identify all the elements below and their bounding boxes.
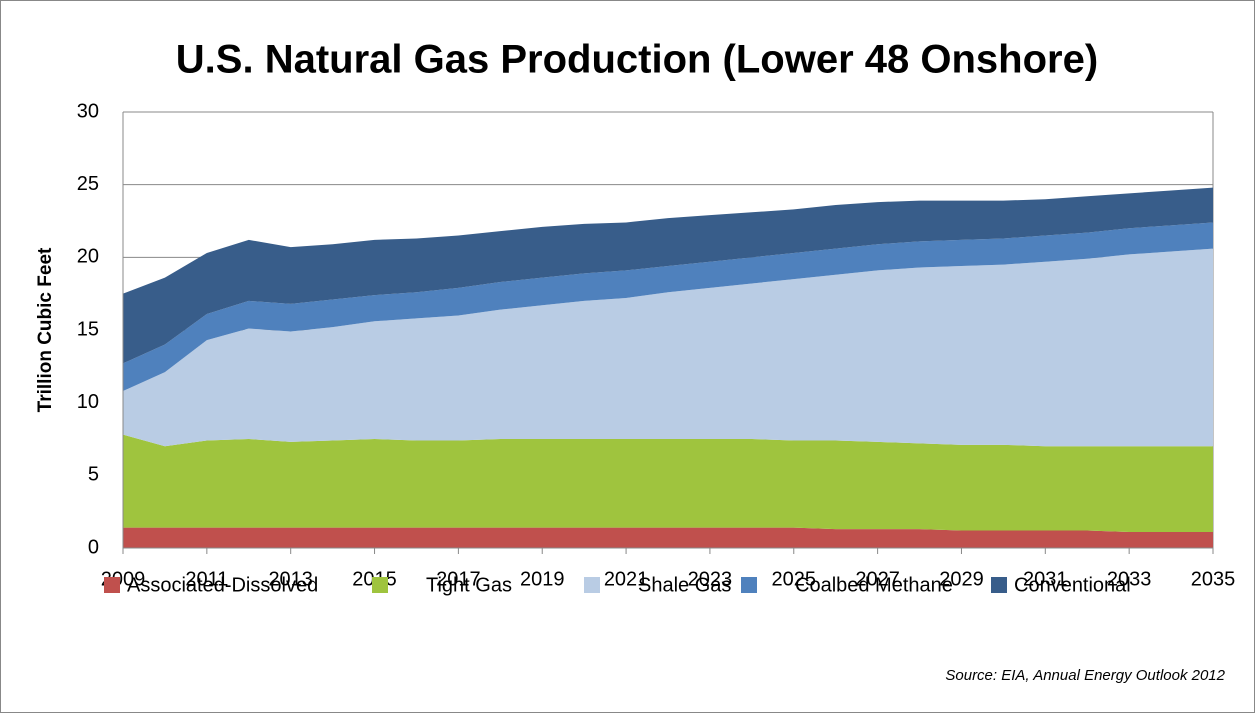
x-tick-label: 2031 xyxy=(1023,568,1068,590)
legend-swatch xyxy=(104,577,120,593)
area xyxy=(123,222,1213,392)
legend-swatch xyxy=(991,577,1007,593)
x-tick-label: 2023 xyxy=(688,568,733,590)
y-tick-label: 20 xyxy=(77,246,99,268)
legend-label: Associated-Dissolved xyxy=(127,574,318,596)
x-tick-label: 2025 xyxy=(772,568,817,590)
x-tick-label: 2021 xyxy=(604,568,649,590)
legend-swatch xyxy=(584,577,600,593)
legend-label: Shale Gas xyxy=(638,574,731,596)
legend-swatch xyxy=(372,577,388,593)
source-note: Source: EIA, Annual Energy Outlook 2012 xyxy=(945,667,1225,684)
chart-title: U.S. Natural Gas Production (Lower 48 On… xyxy=(176,38,1098,82)
x-tick-label: 2035 xyxy=(1191,568,1236,590)
area xyxy=(123,434,1213,533)
y-tick-label: 0 xyxy=(88,536,99,558)
x-tick-label: 2011 xyxy=(185,568,228,590)
y-tick-label: 10 xyxy=(77,391,99,413)
legend-swatch xyxy=(741,577,757,593)
legend-label: Tight Gas xyxy=(426,574,512,596)
y-tick-label: 25 xyxy=(77,173,99,195)
area xyxy=(123,187,1213,364)
y-tick-label: 30 xyxy=(77,100,99,122)
x-tick-label: 2027 xyxy=(855,568,900,590)
x-tick-label: 2013 xyxy=(268,568,313,590)
area xyxy=(123,248,1213,447)
y-axis-label: Trillion Cubic Feet xyxy=(35,247,56,412)
x-tick-label: 2033 xyxy=(1107,568,1152,590)
x-tick-label: 2017 xyxy=(436,568,481,590)
x-tick-label: 2029 xyxy=(939,568,984,590)
y-tick-label: 5 xyxy=(88,464,99,486)
x-tick-label: 2019 xyxy=(520,568,565,590)
legend-label: Coalbed Methane xyxy=(795,574,953,596)
area xyxy=(123,527,1213,548)
y-tick-label: 15 xyxy=(77,318,99,340)
legend-label: Conventional xyxy=(1014,574,1131,596)
